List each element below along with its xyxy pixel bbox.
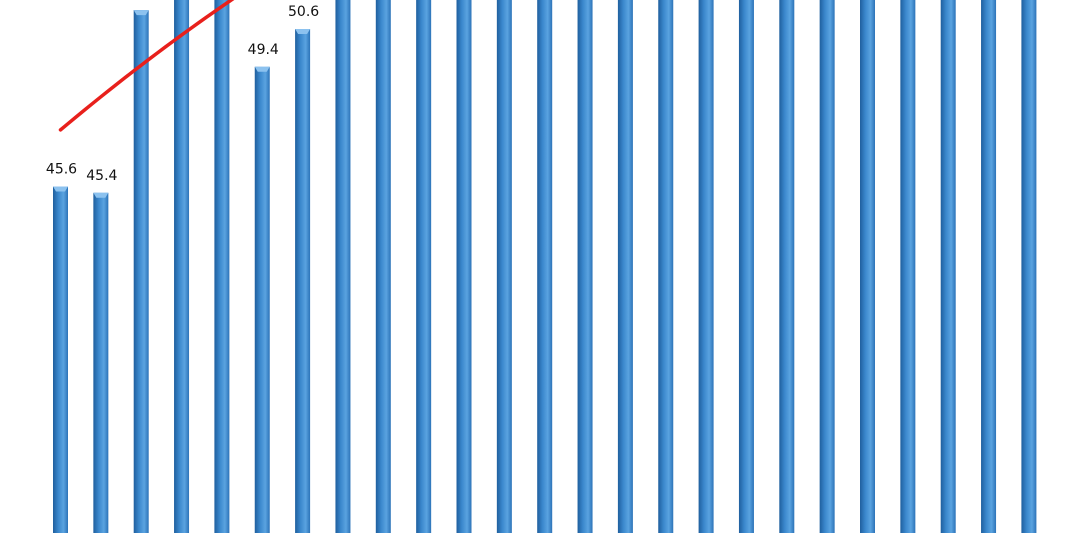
bar	[133, 10, 149, 533]
bar	[416, 0, 432, 533]
bar	[537, 0, 553, 533]
bar-caps	[53, 10, 311, 198]
bar	[93, 192, 109, 533]
data-label: 49.4	[248, 42, 279, 58]
bar	[779, 0, 795, 533]
bar-cap	[254, 66, 270, 72]
bar-cap	[295, 29, 311, 34]
data-label: 50.6	[288, 4, 319, 20]
bar	[174, 0, 190, 533]
bar	[981, 0, 997, 533]
data-label: 51.2	[127, 0, 158, 1]
bar	[214, 0, 230, 533]
bar	[940, 0, 956, 533]
bar	[738, 0, 754, 533]
bar	[900, 0, 916, 533]
bar	[456, 0, 472, 533]
bar-series	[53, 0, 1037, 533]
trendline	[58, 0, 235, 132]
bar	[375, 0, 391, 533]
data-label: 45.6	[46, 162, 77, 178]
data-label: 45.4	[86, 168, 117, 184]
bar	[577, 0, 593, 533]
bar	[53, 186, 68, 533]
bar	[860, 0, 875, 533]
bar	[1021, 0, 1037, 533]
bar	[819, 0, 835, 533]
bar	[658, 0, 674, 533]
bar	[698, 0, 714, 533]
bar	[617, 0, 633, 533]
bar	[295, 29, 311, 533]
bar	[254, 66, 270, 533]
bar-cap	[133, 10, 149, 16]
bar-cap	[53, 186, 68, 192]
bar-cap	[93, 192, 109, 198]
bar	[335, 0, 351, 533]
bar	[496, 0, 512, 533]
data-labels: 45.645.451.252.456.549.450.655.656.558.3…	[46, 0, 319, 184]
